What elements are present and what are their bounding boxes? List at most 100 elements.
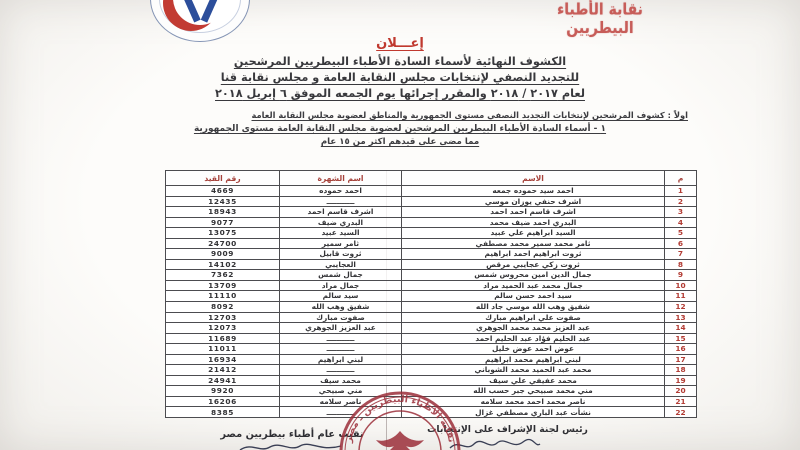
cell-reg: 9009 [165, 248, 280, 260]
paper-crease [386, 170, 387, 385]
cell-reg: 16934 [165, 353, 280, 366]
cell-reg: 12703 [165, 311, 280, 324]
cell-reg: 11011 [165, 343, 280, 355]
cell-reg: 7362 [165, 269, 280, 281]
cell-name: شفيق وهب الله موسي جاد الله [401, 301, 665, 313]
cell-reg: 24941 [165, 374, 280, 387]
general-syndicate-head-title: نقيب عام أطباء بيطريين مصر [220, 429, 364, 440]
announcement-line-1: الكشوف النهائية لأسماء السادة الأطباء ال… [233, 55, 567, 68]
cell-reg: 9920 [165, 385, 280, 397]
table-row: 17 لبني ابراهيم محمد ابراهيم لبني ابراهيم 1… [165, 353, 697, 366]
cell-reg: 11689 [165, 332, 280, 345]
cell-alias: عبد العزيز الجوهري [279, 322, 402, 334]
cell-alias: ـــــــــــ [279, 364, 402, 376]
cell-name: عوض احمد عوض خليل [401, 343, 665, 355]
cell-idx: 13 [664, 311, 697, 324]
cell-alias: لبني ابراهيم [279, 353, 402, 366]
cell-idx: 5 [664, 227, 697, 239]
table-row: 18 محمد عبد الحميد محمد الشوباني ـــــــــ… [165, 364, 697, 376]
cell-reg: 18943 [165, 206, 280, 218]
announcement-title: إعـــلان [376, 36, 424, 51]
col-header-reg: رقم القيد [165, 170, 280, 186]
cell-alias: ـــــــــــ [279, 343, 402, 355]
cell-reg: 8385 [165, 406, 280, 419]
cell-idx: 14 [664, 322, 697, 334]
cell-name: جمال الدين امين محروس شمس [401, 269, 665, 281]
table-row: 15 عبد الحليم فؤاد عبد الحليم احمد ـــــــ… [165, 332, 697, 345]
cell-reg: 16206 [165, 395, 280, 408]
announcement-line-2: للتجديد النصفي لإنتخابات مجلس النقابة ال… [220, 71, 580, 85]
table-row: 1 احمد سيد حموده جمعه احمد حموده 4669 [165, 185, 697, 197]
announcement-block: إعـــلان الكشوف النهائية لأسماء السادة ا… [0, 36, 800, 104]
table-row: 8 ثروت زكي عجايبي مرقص العجايبي 14102 [165, 258, 697, 271]
table-row: 16 عوض احمد عوض خليل ـــــــــــ 11011 [165, 343, 697, 355]
cell-name: ثروت ابراهيم احمد ابراهيم [401, 248, 665, 260]
table-row: 7 ثروت ابراهيم احمد ابراهيم ثروت قابيل 9009 [165, 248, 697, 260]
cell-name: السيد ابراهيم علي عبيد [401, 227, 665, 239]
cell-idx: 18 [664, 364, 697, 376]
table-row: 22 نشأت عبد الباري مصطفي غزال ـــــــــــ 8… [165, 406, 697, 419]
cell-idx: 10 [664, 279, 697, 292]
col-header-alias: اسم الشهرة [279, 170, 402, 186]
signature-left [239, 443, 342, 450]
cell-alias: محمد سيف [279, 374, 402, 387]
cell-idx: 6 [664, 237, 697, 250]
cell-idx: 12 [664, 301, 697, 313]
cell-name: صفوت علي ابراهيم مبارك [401, 311, 665, 324]
cell-alias: احمد حموده [279, 185, 402, 197]
cell-idx: 19 [664, 374, 697, 387]
announcement-line-3: لعام ٢٠١٧ / ٢٠١٨ والمقرر إجرائها يوم الج… [215, 87, 585, 101]
cell-idx: 16 [664, 343, 697, 355]
cell-idx: 21 [664, 395, 697, 408]
cell-reg: 24700 [165, 237, 280, 250]
cell-idx: 11 [664, 290, 697, 302]
cell-alias: شفيق وهب الله [279, 301, 402, 313]
table-row: 13 صفوت علي ابراهيم مبارك صفوت مبارك 12703 [165, 311, 697, 324]
cell-alias: السيد عبيد [279, 227, 402, 239]
cell-name: اشرف حنفي يوزان موسي [401, 195, 665, 208]
cell-alias: جمال شمس [279, 269, 402, 281]
cell-name: جمال محمد عبد الحميد مراد [401, 279, 665, 292]
table-row: 12 شفيق وهب الله موسي جاد الله شفيق وهب ال… [165, 301, 697, 313]
cell-idx: 17 [664, 353, 697, 366]
table-row: 6 ثامر محمد سمير محمد مصطفي ثامر سمير 24700 [165, 237, 697, 250]
section-sub-heading-2: مما مضى على قيدهم اكثر من ١٥ عام [320, 137, 480, 147]
cell-reg: 8092 [165, 301, 280, 313]
col-header-index: م [664, 170, 697, 186]
cell-idx: 22 [664, 406, 697, 419]
cell-reg: 12435 [165, 195, 280, 208]
cell-alias: صفوت مبارك [279, 311, 402, 324]
cell-alias: ثروت قابيل [279, 248, 402, 260]
table-row: 5 السيد ابراهيم علي عبيد السيد عبيد 13075 [165, 227, 697, 239]
cell-idx: 7 [664, 248, 697, 260]
election-committee-chair-title: رئيس لجنة الإشراف على الإنتخابات [427, 424, 588, 435]
table-body: 1 احمد سيد حموده جمعه احمد حموده 4669 2 اشرف … [165, 185, 697, 419]
syndicate-stamp: نقابة الأطباء البيطريين ـ مصر [339, 391, 461, 450]
cell-idx: 15 [664, 332, 697, 345]
cell-name: لبني ابراهيم محمد ابراهيم [401, 353, 665, 366]
cell-reg: 13709 [165, 279, 280, 292]
table-row: 19 محمد عفيفي علي سيف محمد سيف 24941 [165, 374, 697, 387]
table-row: 10 جمال محمد عبد الحميد مراد جمال مراد 1370… [165, 279, 697, 292]
cell-reg: 21412 [165, 364, 280, 376]
cell-reg: 12073 [165, 322, 280, 334]
cell-alias: ـــــــــــ [279, 406, 402, 419]
cell-idx: 8 [664, 258, 697, 271]
cell-alias: جمال مراد [279, 279, 402, 292]
cell-name: عبد العزيز محمد محمد الجوهري [401, 322, 665, 334]
cell-name: محمد عفيفي علي سيف [401, 374, 665, 387]
cell-name: عبد الحليم فؤاد عبد الحليم احمد [401, 332, 665, 345]
stamp-eagle-icon [376, 431, 424, 450]
cell-name: محمد عبد الحميد محمد الشوباني [401, 364, 665, 376]
cell-idx: 20 [664, 385, 697, 397]
table-row: 14 عبد العزيز محمد محمد الجوهري عبد العزيز… [165, 322, 697, 334]
table-header-row: م الاسم اسم الشهرة رقم القيد [165, 170, 697, 186]
cell-idx: 3 [664, 206, 697, 218]
cell-alias: ثامر سمير [279, 237, 402, 250]
cell-alias: العجايبي [279, 258, 402, 271]
table-row: 9 جمال الدين امين محروس شمس جمال شمس 7362 [165, 269, 697, 281]
section-sub-heading-1: ١ - أسماء السادة الأطباء البيطريين المرش… [193, 124, 607, 134]
cell-alias: ـــــــــــ [279, 195, 402, 208]
cell-name: احمد سيد حموده جمعه [401, 185, 665, 197]
